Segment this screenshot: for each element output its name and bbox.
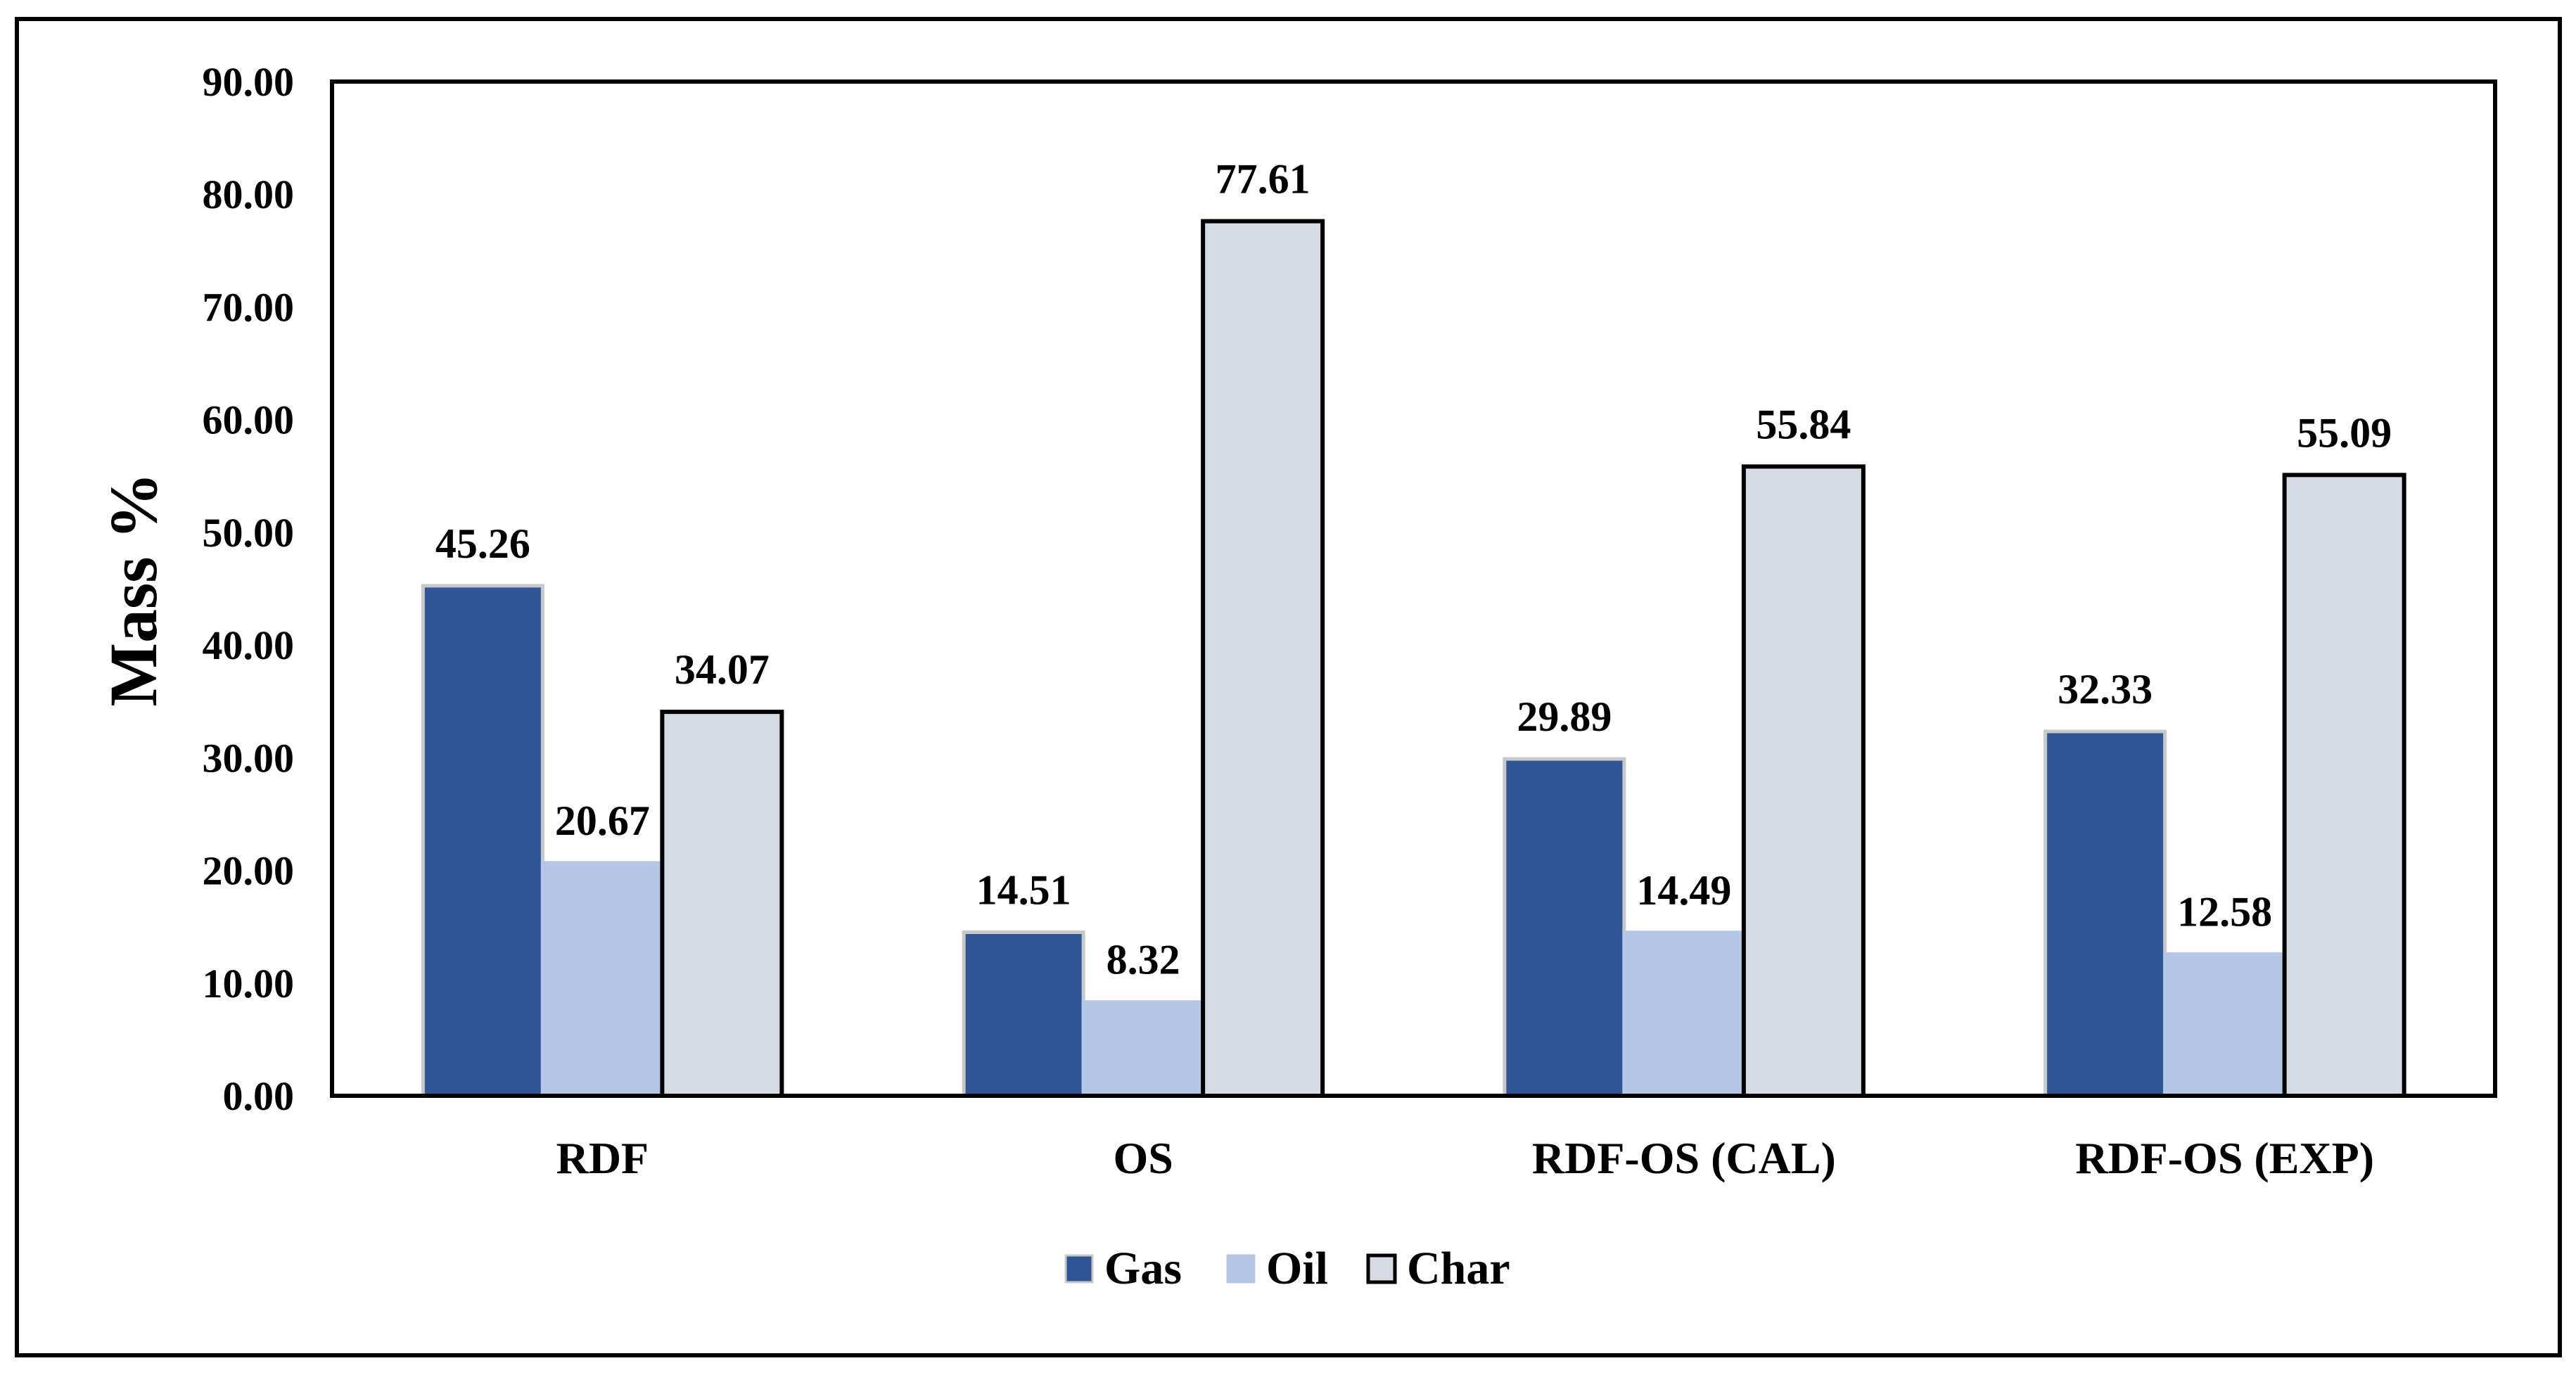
bar-char xyxy=(1201,219,1325,1098)
data-label: 55.84 xyxy=(1756,401,1851,447)
y-axis-ticks: 0.00 10.00 20.00 30.00 40.00 50.00 60.00 70.00 8… xyxy=(203,59,295,1119)
bar-oil xyxy=(2163,952,2287,1098)
data-label: 34.07 xyxy=(675,646,770,693)
bar-gas xyxy=(962,930,1085,1098)
bar-oil xyxy=(1622,930,1746,1098)
data-label: 32.33 xyxy=(2058,666,2153,712)
legend-swatch-char xyxy=(1366,1253,1397,1284)
bar-gas xyxy=(421,584,544,1098)
y-tick-label: 90.00 xyxy=(203,59,295,105)
y-tick-label: 70.00 xyxy=(203,284,295,330)
legend-label-oil: Oil xyxy=(1266,1243,1328,1294)
y-tick-label: 60.00 xyxy=(203,397,295,443)
category-label: OS xyxy=(1113,1133,1173,1183)
legend-swatch-oil xyxy=(1226,1254,1256,1284)
data-label: 12.58 xyxy=(2177,888,2272,935)
data-label: 14.51 xyxy=(976,867,1071,914)
legend-swatch-gas xyxy=(1064,1254,1094,1284)
legend-label-char: Char xyxy=(1407,1243,1510,1294)
bar-char xyxy=(2282,473,2406,1098)
y-tick-label: 40.00 xyxy=(203,622,295,668)
y-axis-title: Mass % xyxy=(96,472,171,706)
data-label: 45.26 xyxy=(435,520,530,567)
plot-area-frame xyxy=(330,79,2497,1098)
category-labels: RDF OS RDF-OS (CAL) RDF-OS (EXP) xyxy=(556,1133,2374,1183)
bar-char xyxy=(1741,464,1866,1098)
data-label: 55.09 xyxy=(2297,409,2392,456)
bar-oil xyxy=(1081,1000,1205,1098)
category-label: RDF xyxy=(556,1133,649,1183)
y-tick-label: 20.00 xyxy=(203,848,295,894)
bar-char xyxy=(660,710,784,1098)
y-tick-label: 30.00 xyxy=(203,735,295,781)
data-label: 8.32 xyxy=(1107,937,1180,983)
y-tick-label: 0.00 xyxy=(223,1073,295,1119)
y-tick-label: 80.00 xyxy=(203,172,295,217)
bar-gas xyxy=(1503,757,1626,1098)
data-label: 29.89 xyxy=(1517,693,1612,740)
legend: Gas Oil Char xyxy=(1064,1243,1510,1294)
y-tick-label: 10.00 xyxy=(203,961,295,1006)
data-label: 14.49 xyxy=(1636,867,1731,914)
category-label: RDF-OS (CAL) xyxy=(1532,1133,1836,1183)
bar-oil xyxy=(540,861,664,1098)
category-label: RDF-OS (EXP) xyxy=(2075,1133,2374,1183)
data-label: 77.61 xyxy=(1216,156,1311,203)
data-label: 20.67 xyxy=(555,798,650,844)
legend-label-gas: Gas xyxy=(1104,1243,1182,1294)
data-labels: 45.26 20.67 34.07 14.51 8.32 77.61 29.89 14.49 5… xyxy=(435,156,2392,983)
y-tick-label: 50.00 xyxy=(203,510,295,556)
bar-gas xyxy=(2043,729,2167,1098)
